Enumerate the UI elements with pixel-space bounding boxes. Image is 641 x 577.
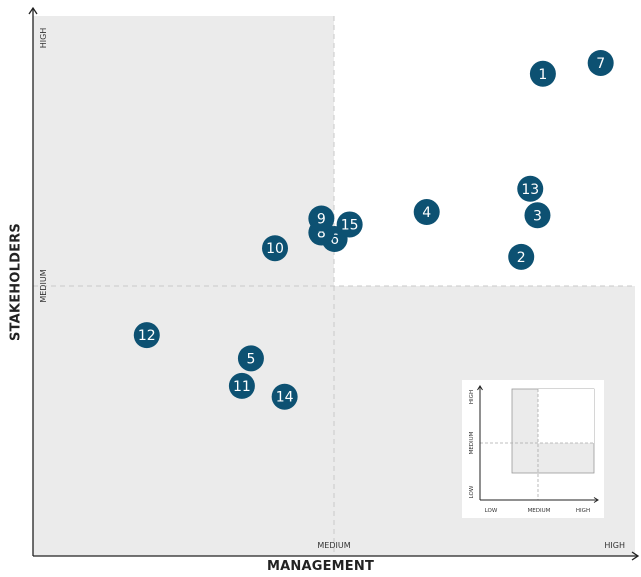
point-9: 9 [308,205,335,232]
x-tick-label-medium: MEDIUM [317,541,350,550]
point-marker [271,383,298,410]
point-marker [517,175,544,202]
inset-x-arrow [593,497,599,503]
point-label: 8 [317,226,326,242]
inset-x-tick-label: HIGH [576,508,590,514]
point-label: 3 [533,208,542,224]
inset-x-tick-label: LOW [485,508,498,514]
point-label: 4 [422,205,431,221]
point-marker [262,235,289,262]
point-12: 12 [133,322,160,349]
point-label: 14 [276,390,294,406]
point-marker [587,49,614,76]
point-marker [413,199,440,226]
point-13: 13 [517,175,544,202]
x-axis-arrow [631,551,640,561]
point-label: 2 [517,250,526,266]
point-label: 12 [138,328,156,344]
inset-y-tick-label: MEDIUM [469,431,475,454]
point-10: 10 [262,235,289,262]
point-label: 7 [596,56,605,72]
point-label: 15 [341,217,359,233]
inset-legend: LOW MEDIUM HIGH LOW MEDIUM HIGH [462,380,604,518]
point-label: 13 [521,182,539,198]
point-marker [237,345,264,372]
point-15: 15 [336,211,363,238]
point-2: 2 [508,243,535,270]
point-11: 11 [228,372,255,399]
y-tick-label-medium: MEDIUM [39,269,48,302]
shade-low-management [33,16,334,556]
point-marker [133,322,160,349]
inset-y-arrow [477,385,483,391]
point-label: 1 [538,67,547,83]
point-3: 3 [524,202,551,229]
inset-y-tick-label: LOW [469,485,475,498]
point-marker [508,243,535,270]
point-marker [529,60,556,87]
point-7: 7 [587,49,614,76]
x-tick-label-high: HIGH [604,541,625,550]
point-4: 4 [413,199,440,226]
point-marker [228,372,255,399]
point-marker [336,211,363,238]
point-marker [524,202,551,229]
point-label: 10 [266,241,284,257]
y-tick-label-high: HIGH [39,28,48,49]
point-14: 14 [271,383,298,410]
point-label: 5 [246,351,255,367]
inset-high-region [538,389,594,443]
inset-y-tick-label: HIGH [469,390,475,404]
inset-x-tick-label: MEDIUM [528,508,551,514]
x-axis-title: MANAGEMENT [266,559,375,574]
point-label: 9 [317,212,326,228]
point-label: 11 [233,379,251,395]
y-axis-arrow [28,6,38,15]
y-axis-title: STAKEHOLDERS [8,223,24,341]
point-1: 1 [529,60,556,87]
point-marker [308,205,335,232]
point-5: 5 [237,345,264,372]
point-label: 6 [330,232,339,248]
